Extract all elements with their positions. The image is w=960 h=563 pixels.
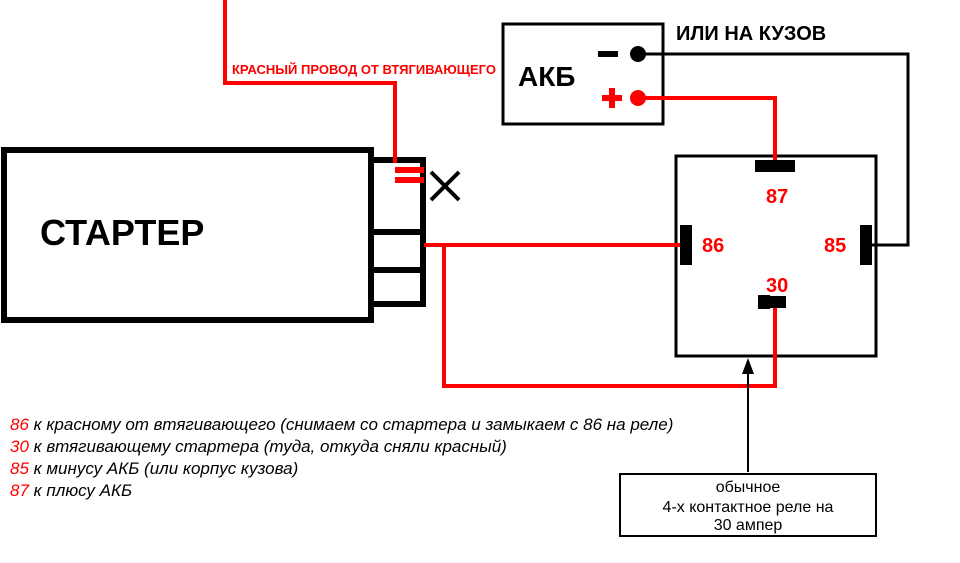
starter-label: СТАРТЕР (40, 212, 204, 253)
relay-note-l1: обычное (716, 479, 781, 496)
relay-pin-label-86: 86 (702, 235, 724, 257)
legend-row-2: 85 к минусу АКБ (или корпус кузова) (10, 459, 298, 478)
relay-pin-label-30: 30 (766, 275, 788, 297)
akb-minus-terminal (630, 46, 646, 62)
relay-pin-label-85: 85 (824, 235, 846, 257)
canvas-bg (0, 0, 960, 563)
legend-row-3: 87 к плюсу АКБ (10, 481, 132, 500)
akb-label: АКБ (518, 61, 575, 92)
akb-note: ИЛИ НА КУЗОВ (676, 23, 826, 45)
akb-plus-terminal (630, 90, 646, 106)
relay-note-l2: 4-х контактное реле на (663, 499, 834, 516)
legend-row-0: 86 к красному от втягивающего (снимаем с… (10, 415, 673, 434)
relay-note-l3: 30 ампер (714, 517, 783, 534)
legend-row-1: 30 к втягивающему стартера (туда, откуда… (10, 437, 507, 456)
top-red-note: КРАСНЫЙ ПРОВОД ОТ ВТЯГИВАЮЩЕГО (232, 62, 496, 77)
relay-pin-label-87: 87 (766, 186, 788, 208)
